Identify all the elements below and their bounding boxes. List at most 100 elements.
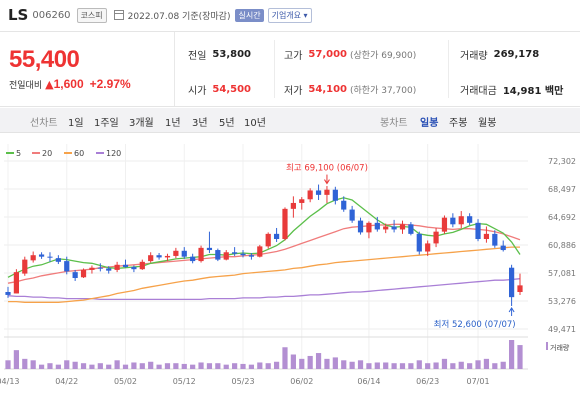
volume-bar [223,364,229,369]
candle-body [509,267,515,298]
candle-body [307,190,313,200]
volume-bar [332,357,338,369]
period-3y[interactable]: 3년 [192,118,208,129]
candle-body [315,190,322,195]
candle-body [366,222,372,233]
volume-bar [80,363,87,369]
volume-bar [483,358,490,369]
x-tick-label: 06/02 [290,377,313,386]
line-chart-tab[interactable]: 선차트 [30,118,58,129]
candle-monthly[interactable]: 월봉 [478,118,497,129]
volume-bar [425,363,431,369]
y-tick-label: 68,497 [548,185,576,194]
volume-bar [282,347,288,369]
volume-legend-swatch [546,342,548,350]
calendar-icon [113,10,124,20]
volume-bar [509,340,515,369]
candle-body [80,269,87,278]
x-tick-label: 06/23 [416,377,439,386]
stock-header: LS 006260 코스피 2022.07.08 기준(장마감) 실시간 기업개… [0,0,580,30]
candle-body [450,217,456,225]
candle-body [517,285,523,292]
legend-label-ma60: 60 [74,149,84,158]
candle-body [198,247,204,262]
candle-body [416,233,422,252]
x-tick-label: 07/01 [467,377,490,386]
y-tick-label: 49,471 [548,325,576,334]
volume-bar [72,361,78,369]
y-tick-label: 72,302 [548,157,576,166]
y-tick-label: 64,692 [548,213,576,222]
candle-body [248,255,255,257]
candle-body [257,246,263,257]
divider [448,40,449,98]
candle-daily[interactable]: 일봉 [420,118,439,129]
x-tick-label: 04/13 [0,377,20,386]
candle-body [391,226,397,230]
divider [274,40,275,98]
volume-bar [139,363,145,369]
candle-body [273,233,280,240]
volume-bar [190,364,196,369]
period-3m[interactable]: 3개월 [129,118,154,129]
candle-body [89,267,95,270]
volume-bar [148,361,154,369]
volume-bar [131,362,137,369]
price-box: 55,400 전일대비 ▲ 1,600 +2.97% [0,32,175,106]
candle-chart-tab[interactable]: 봉차트 [380,118,408,129]
candle-body [122,264,129,267]
candle-body [425,243,431,252]
volume-bar [5,360,11,369]
volume-bar [324,358,330,369]
candle-body [181,250,187,257]
period-1y[interactable]: 1년 [165,118,181,129]
period-1d[interactable]: 1일 [68,118,84,129]
period-5y[interactable]: 5년 [219,118,235,129]
high-price: 고가 57,000 (상한가 69,900) [284,48,417,62]
candle-body [299,199,305,203]
legend-label-ma120: 120 [106,149,121,158]
volume-bar [357,360,364,369]
volume-bar [315,353,322,369]
turnover-stat: 거래대금 14,981 백만 [460,85,564,97]
candle-body [290,202,296,209]
candle-body [139,261,145,270]
volume-bar [450,363,456,369]
low-arrowhead [508,307,515,313]
as-of-date: 2022.07.08 기준(장마감) [127,11,231,22]
candle-body [38,254,45,257]
volume-bar [391,363,397,369]
ma5-line [7,197,521,278]
volume-bar [257,362,263,369]
volume-bar [290,354,296,369]
volume-bar [122,364,129,369]
period-10y[interactable]: 10년 [244,118,266,129]
candle-body [55,258,61,262]
volume-bar [97,363,103,369]
candle-body [265,233,271,247]
candle-body [64,261,70,272]
period-1w[interactable]: 1주일 [94,118,119,129]
x-tick-label: 06/14 [357,377,380,386]
volume-bar [517,345,523,369]
high-annotation: 최고 69,100 (06/07) [286,163,368,174]
legend-label-ma5: 5 [16,149,21,158]
candle-body [408,224,414,234]
candle-body [223,252,229,260]
candle-body [500,245,506,251]
volume-bar [408,363,414,369]
change-percent: +2.97% [89,77,131,91]
prev-close: 전일 53,800 [188,48,251,62]
volume-bar [366,363,372,369]
candle-body [349,209,355,221]
up-triangle-icon: ▲ [45,77,54,91]
realtime-button[interactable]: 실시간 [235,8,264,22]
candle-weekly[interactable]: 주봉 [449,118,468,129]
candle-body [131,266,137,270]
volume-bar [156,364,162,369]
company-overview-button[interactable]: 기업개요 ▾ [267,7,312,23]
x-tick-label: 05/12 [173,377,196,386]
candle-body [148,255,154,262]
volume-bar [30,360,36,369]
volume-bar [164,363,171,369]
